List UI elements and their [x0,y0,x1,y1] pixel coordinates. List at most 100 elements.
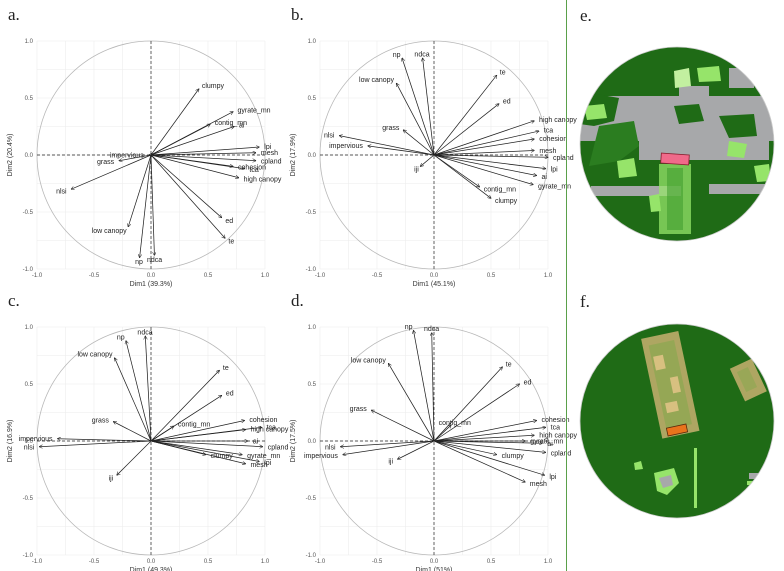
vector-arrow-ed [433,384,520,442]
vector-label-gyrate-mn: gyrate_mn [238,107,271,114]
vector-label-ai: ai [239,123,245,130]
vector-arrow-np [402,58,435,156]
vector-label-mesh: mesh [261,150,278,157]
x-tick-label: -1.0 [32,559,43,565]
vector-arrow-te [150,154,225,238]
y-tick-label: 0.0 [25,153,34,159]
x-tick-label: 1.0 [261,559,270,565]
y-tick-label: -0.5 [23,496,34,502]
vector-label-lpi: lpi [264,460,271,467]
y-axis-label: Dim2 (20.4%) [7,134,14,177]
vector-arrow-ndca [432,333,435,442]
vector-arrow-low-canopy [396,83,435,156]
panel-divider [566,0,567,571]
vector-arrow-ndca [423,58,435,156]
vector-arrow-grass [119,154,152,161]
vector-label-cpland: cpland [261,158,282,165]
y-tick-label: 1.0 [25,325,34,331]
vector-arrow-mesh [433,150,534,156]
x-tick-label: -1.0 [32,273,43,279]
vector-label-low-canopy: low canopy [92,228,128,235]
vector-arrow-nlsi [39,440,152,447]
panel-label: a. [8,5,20,24]
vector-label-cpland: cpland [268,444,289,451]
vector-label-high-canopy: high canopy [244,176,282,183]
vector-arrow-low-canopy [128,154,152,227]
vector-arrow-ed [433,104,499,156]
vector-arrow-high-canopy [433,121,534,156]
y-tick-label: -0.5 [306,210,317,216]
vector-label-cpland: cpland [553,155,574,162]
x-tick-label: -1.0 [315,273,326,279]
vector-arrow-grass [113,422,152,442]
vector-arrow-contig-mn [150,124,210,156]
vector-label-mesh: mesh [250,462,267,469]
vector-label-ai: ai [253,439,259,446]
y-tick-label: 0.5 [308,382,317,388]
vector-label-ai: ai [547,441,553,448]
vector-arrow-contig-mn [150,426,174,442]
vector-label-lpi: lpi [549,474,556,481]
vector-label-cohesion: cohesion [539,136,567,143]
y-axis-label: Dim2 (17.5%) [290,420,297,463]
x-axis-label: Dim1 (51%) [416,567,453,571]
vector-label-tca: tca [544,128,553,135]
vector-arrow-cohesion [433,420,537,442]
vector-arrow-te [150,370,219,442]
vector-label-np: np [405,324,413,331]
vector-label-low-canopy: low canopy [359,77,395,84]
vector-label-np: np [135,259,143,266]
vector-label-lpi: lpi [551,167,558,174]
vector-label-clumpy: clumpy [202,83,225,90]
vector-label-tca: tca [551,424,560,431]
vector-label-cohesion: cohesion [249,417,277,424]
vector-arrow-np [140,154,152,258]
vector-label-ed: ed [524,379,532,386]
vector-arrow-gyrate-mn [433,154,533,185]
x-tick-label: -1.0 [315,559,326,565]
vector-label-tca: tca [267,424,276,431]
pca-biplot-b: b. -1.0-1.0 -0.5 -0.5 0.0 0.0 0.5 0.5 1.0 1.0 Dim1… [290,5,577,288]
vector-label-impervious: impervious [304,453,338,460]
vector-label-grass: grass [92,417,110,424]
vector-label-mesh: mesh [530,481,547,488]
vector-label-cohesion: cohesion [238,164,266,171]
vector-label-cohesion: cohesion [542,417,570,424]
vector-label-contig-mn: contig_mn [484,187,516,194]
vector-arrow-tca [433,131,539,156]
vector-arrow-nlsi [341,440,435,447]
vector-arrow-ai [150,127,234,156]
pca-biplot-a: a. -1.0-1.0 -0.5 -0.5 0.0 0.0 0.5 0.5 1.0 1.0 Dim1… [7,5,282,288]
y-axis-label: Dim2 (16.9%) [7,420,14,463]
map-label-e: e. [580,6,592,25]
x-tick-label: -0.5 [372,559,383,565]
vector-arrow-lpi [433,440,545,475]
vector-label-high-canopy: high canopy [539,433,577,440]
y-tick-label: -1.0 [306,267,317,273]
vector-arrow-ndca [145,336,152,442]
vector-label-low-canopy: low canopy [351,358,387,365]
vector-label-impervious: impervious [110,153,144,160]
vector-label-np: np [117,334,125,341]
y-tick-label: 0.0 [308,153,317,159]
vector-label-mesh: mesh [539,148,556,155]
x-axis-label: Dim1 (39.3%) [130,281,173,288]
x-tick-label: 1.0 [261,273,270,279]
vector-label-gyrate-mn: gyrate_mn [247,453,280,460]
panel-label: b. [291,5,304,24]
vector-label-ndca: ndca [147,257,162,264]
vector-label-ndca: ndca [414,52,429,59]
vector-label-clumpy: clumpy [211,453,234,460]
vector-label-clumpy: clumpy [502,453,525,460]
vector-label-contig-mn: contig_mn [178,422,210,429]
vector-arrow-ai [433,154,537,176]
vector-arrow-high-canopy [150,154,239,178]
vector-label-np: np [393,52,401,59]
vector-label-cpland: cpland [551,450,572,457]
x-tick-label: -0.5 [372,273,383,279]
x-tick-label: 0.0 [147,559,156,565]
land-cover-map-e [579,46,775,242]
vector-label-te: te [223,365,229,372]
x-tick-label: 0.0 [430,559,439,565]
vector-label-iji: iji [388,459,393,466]
